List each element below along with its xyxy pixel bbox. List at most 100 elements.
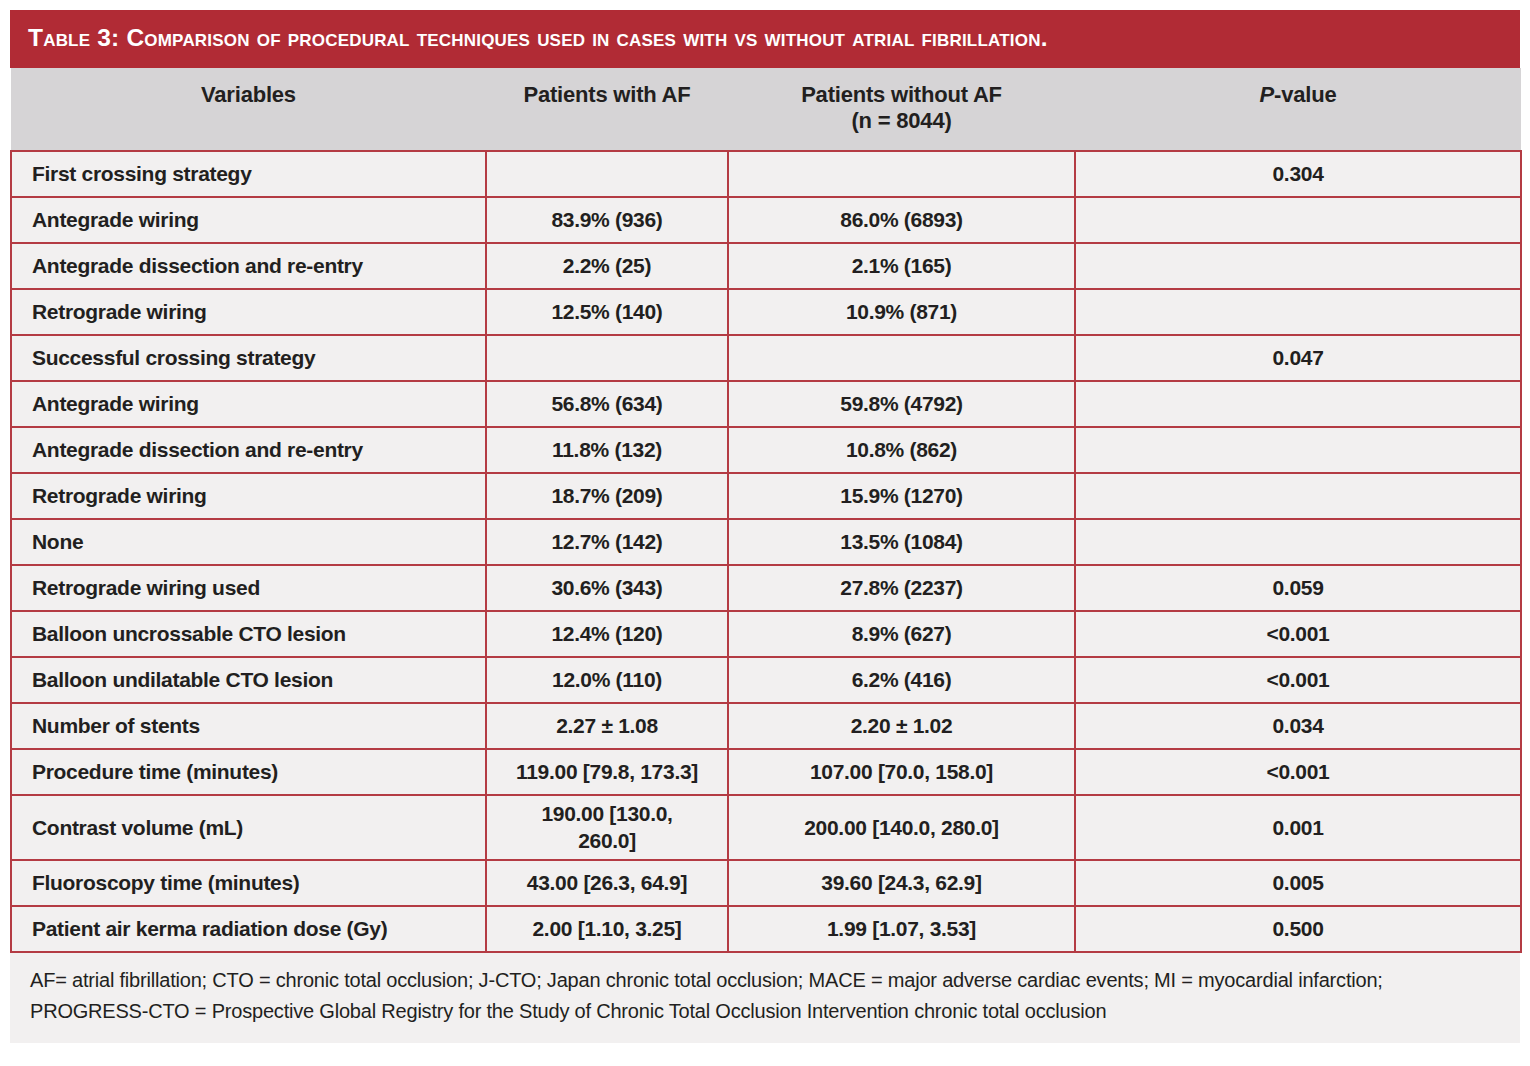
table-row: Successful crossing strategy 0.047 <box>11 335 1521 381</box>
cell-p-value: <0.001 <box>1075 611 1521 657</box>
table-row: Contrast volume (mL)190.00 [130.0, 260.0… <box>11 795 1521 860</box>
table-row: Antegrade dissection and re-entry11.8% (… <box>11 427 1521 473</box>
cell-patients-with-af: 12.0% (110) <box>486 657 728 703</box>
table-title-bar: Table 3: Comparison of procedural techni… <box>10 10 1520 68</box>
cell-patients-without-af: 2.20 ± 1.02 <box>728 703 1075 749</box>
cell-patients-without-af: 59.8% (4792) <box>728 381 1075 427</box>
cell-patients-without-af: 15.9% (1270) <box>728 473 1075 519</box>
column-header-label: Variables <box>201 82 296 107</box>
cell-patients-without-af: 10.9% (871) <box>728 289 1075 335</box>
data-table: Variables Patients with AF Patients with… <box>10 68 1522 953</box>
cell-variable: Antegrade wiring <box>11 381 486 427</box>
cell-variable: Patient air kerma radiation dose (Gy) <box>11 906 486 952</box>
cell-patients-without-af: 2.1% (165) <box>728 243 1075 289</box>
footnote-line: AF= atrial fibrillation; CTO = chronic t… <box>30 965 1500 996</box>
cell-variable: Antegrade dissection and re-entry <box>11 427 486 473</box>
cell-patients-with-af: 11.8% (132) <box>486 427 728 473</box>
cell-p-value: 0.059 <box>1075 565 1521 611</box>
column-header-p-value: P-value <box>1075 68 1521 151</box>
cell-patients-with-af: 56.8% (634) <box>486 381 728 427</box>
p-value-rest: -value <box>1274 82 1336 107</box>
cell-patients-with-af: 12.5% (140) <box>486 289 728 335</box>
cell-patients-without-af: 27.8% (2237) <box>728 565 1075 611</box>
cell-patients-without-af: 39.60 [24.3, 62.9] <box>728 860 1075 906</box>
cell-patients-with-af: 12.4% (120) <box>486 611 728 657</box>
table-row: Retrograde wiring18.7% (209)15.9% (1270) <box>11 473 1521 519</box>
table-row: Antegrade dissection and re-entry2.2% (2… <box>11 243 1521 289</box>
cell-patients-without-af: 13.5% (1084) <box>728 519 1075 565</box>
cell-variable: Contrast volume (mL) <box>11 795 486 860</box>
cell-p-value <box>1075 197 1521 243</box>
table-row: Fluoroscopy time (minutes)43.00 [26.3, 6… <box>11 860 1521 906</box>
column-header-patients-without-af: Patients without AF (n = 8044) <box>728 68 1075 151</box>
cell-p-value <box>1075 243 1521 289</box>
footnote: AF= atrial fibrillation; CTO = chronic t… <box>10 953 1520 1043</box>
cell-patients-with-af: 2.00 [1.10, 3.25] <box>486 906 728 952</box>
cell-patients-with-af: 30.6% (343) <box>486 565 728 611</box>
table-row: Retrograde wiring used30.6% (343)27.8% (… <box>11 565 1521 611</box>
cell-variable: Retrograde wiring used <box>11 565 486 611</box>
cell-patients-without-af <box>728 151 1075 197</box>
cell-variable: First crossing strategy <box>11 151 486 197</box>
cell-p-value: 0.304 <box>1075 151 1521 197</box>
footnote-line: PROGRESS-CTO = Prospective Global Regist… <box>30 996 1500 1027</box>
cell-p-value <box>1075 519 1521 565</box>
cell-p-value: 0.500 <box>1075 906 1521 952</box>
table-figure: Table 3: Comparison of procedural techni… <box>10 10 1520 1043</box>
table-row: Number of stents2.27 ± 1.082.20 ± 1.020.… <box>11 703 1521 749</box>
cell-patients-with-af: 119.00 [79.8, 173.3] <box>486 749 728 795</box>
cell-p-value: <0.001 <box>1075 657 1521 703</box>
cell-variable: Fluoroscopy time (minutes) <box>11 860 486 906</box>
column-header-patients-with-af: Patients with AF <box>486 68 728 151</box>
cell-p-value <box>1075 289 1521 335</box>
table-body: First crossing strategy0.304Antegrade wi… <box>11 151 1521 952</box>
p-value-italic-p: P <box>1260 82 1274 107</box>
cell-patients-with-af: 18.7% (209) <box>486 473 728 519</box>
cell-variable: Successful crossing strategy <box>11 335 486 381</box>
cell-variable: Number of stents <box>11 703 486 749</box>
cell-p-value <box>1075 473 1521 519</box>
table-row: Antegrade wiring56.8% (634)59.8% (4792) <box>11 381 1521 427</box>
cell-patients-with-af: 2.27 ± 1.08 <box>486 703 728 749</box>
cell-patients-with-af: 12.7% (142) <box>486 519 728 565</box>
cell-patients-without-af: 200.00 [140.0, 280.0] <box>728 795 1075 860</box>
table-row: Antegrade wiring83.9% (936)86.0% (6893) <box>11 197 1521 243</box>
cell-variable: Retrograde wiring <box>11 289 486 335</box>
cell-p-value: <0.001 <box>1075 749 1521 795</box>
cell-patients-without-af: 8.9% (627) <box>728 611 1075 657</box>
cell-patients-with-af <box>486 335 728 381</box>
cell-p-value: 0.001 <box>1075 795 1521 860</box>
cell-patients-with-af: 43.00 [26.3, 64.9] <box>486 860 728 906</box>
cell-patients-without-af <box>728 335 1075 381</box>
column-header-label: Patients with AF <box>523 82 690 107</box>
cell-patients-with-af: 190.00 [130.0, 260.0] <box>486 795 728 860</box>
cell-p-value: 0.005 <box>1075 860 1521 906</box>
cell-variable: Antegrade wiring <box>11 197 486 243</box>
table-row: Balloon uncrossable CTO lesion12.4% (120… <box>11 611 1521 657</box>
cell-variable: Procedure time (minutes) <box>11 749 486 795</box>
cell-p-value: 0.047 <box>1075 335 1521 381</box>
cell-patients-with-af <box>486 151 728 197</box>
table-row: Patient air kerma radiation dose (Gy)2.0… <box>11 906 1521 952</box>
cell-patients-without-af: 1.99 [1.07, 3.53] <box>728 906 1075 952</box>
cell-patients-without-af: 107.00 [70.0, 158.0] <box>728 749 1075 795</box>
cell-patients-with-af: 2.2% (25) <box>486 243 728 289</box>
table-row: Procedure time (minutes)119.00 [79.8, 17… <box>11 749 1521 795</box>
cell-variable: Balloon uncrossable CTO lesion <box>11 611 486 657</box>
table-title: Table 3: Comparison of procedural techni… <box>28 24 1048 52</box>
cell-patients-without-af: 86.0% (6893) <box>728 197 1075 243</box>
table-row: Retrograde wiring12.5% (140)10.9% (871) <box>11 289 1521 335</box>
column-header-sub: (n = 8044) <box>736 108 1067 134</box>
header-row: Variables Patients with AF Patients with… <box>11 68 1521 151</box>
cell-variable: None <box>11 519 486 565</box>
cell-variable: Antegrade dissection and re-entry <box>11 243 486 289</box>
cell-p-value: 0.034 <box>1075 703 1521 749</box>
cell-variable: Retrograde wiring <box>11 473 486 519</box>
table-row: None12.7% (142)13.5% (1084) <box>11 519 1521 565</box>
column-header-variables: Variables <box>11 68 486 151</box>
cell-patients-with-af: 83.9% (936) <box>486 197 728 243</box>
cell-variable: Balloon undilatable CTO lesion <box>11 657 486 703</box>
cell-patients-without-af: 10.8% (862) <box>728 427 1075 473</box>
table-row: Balloon undilatable CTO lesion12.0% (110… <box>11 657 1521 703</box>
cell-patients-without-af: 6.2% (416) <box>728 657 1075 703</box>
